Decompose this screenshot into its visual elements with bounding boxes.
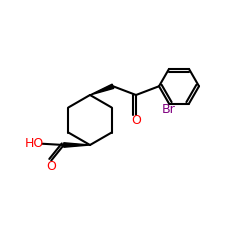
Text: O: O [46,160,56,172]
Text: HO: HO [25,137,44,150]
Polygon shape [64,143,90,147]
Text: O: O [131,114,141,127]
Text: Br: Br [162,103,175,116]
Polygon shape [90,84,114,95]
